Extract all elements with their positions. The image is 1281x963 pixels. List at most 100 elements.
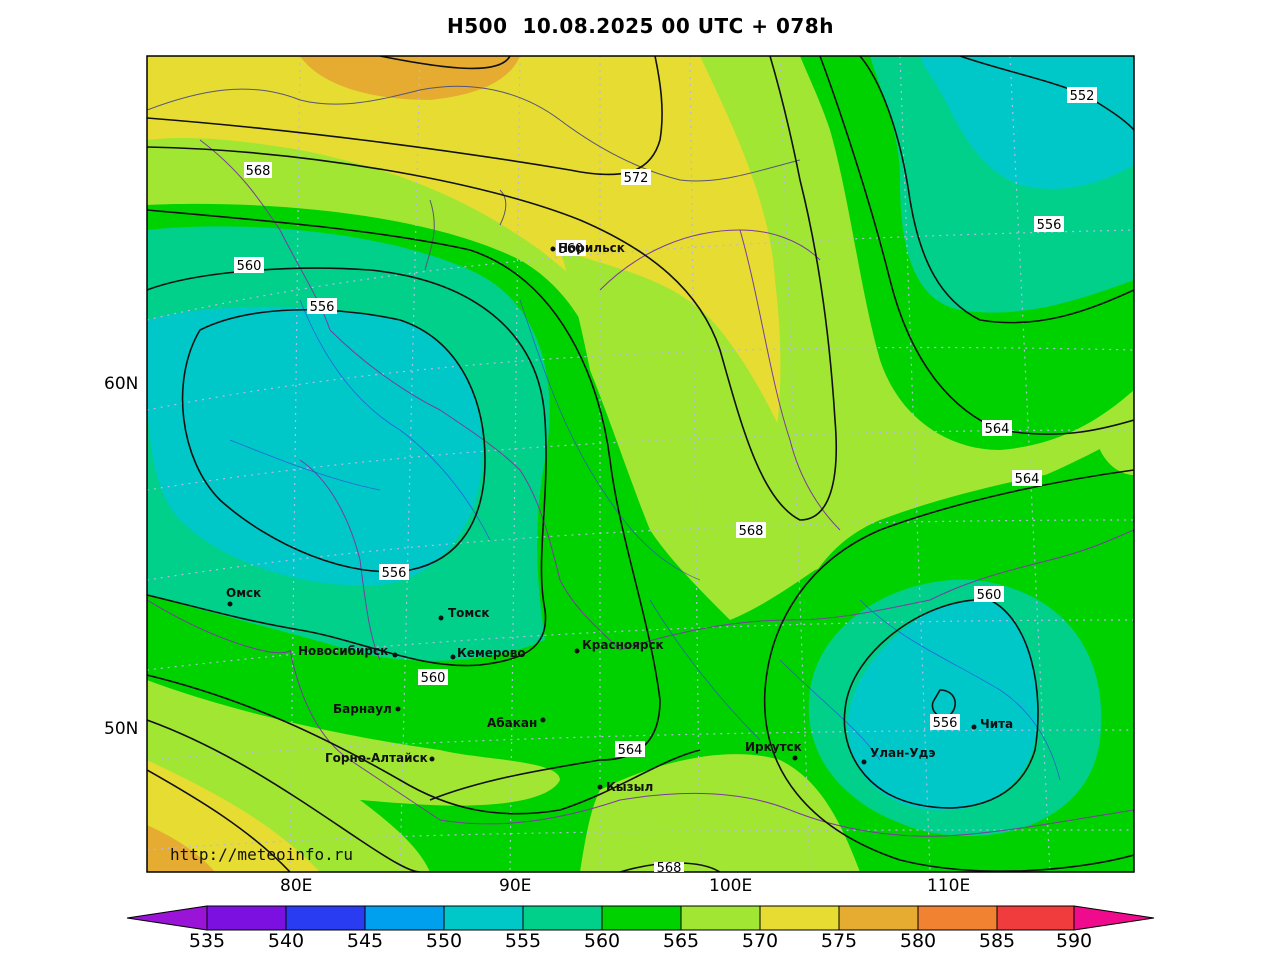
lon-label-100e: 100E: [709, 876, 753, 896]
svg-text:560: 560: [559, 242, 584, 257]
map-title: H500 10.08.2025 00 UTC + 078h: [447, 14, 834, 38]
lat-label-50n: 50N: [104, 719, 139, 739]
city-omsk: Омск: [226, 586, 261, 607]
colorbar-bin: [917, 905, 998, 931]
field-575-north: [147, 56, 781, 462]
svg-text:Барнаул: Барнаул: [333, 702, 392, 716]
svg-text:Новосибирск: Новосибирск: [298, 644, 388, 658]
svg-text:Кемерово: Кемерово: [457, 646, 526, 660]
city-chita: Чита: [971, 717, 1013, 731]
colorbar-label: 535: [188, 930, 226, 952]
contour-568-south: [147, 719, 421, 872]
city-irkutsk: Иркутск: [745, 740, 802, 761]
coastline: [147, 85, 801, 271]
city-barnaul: Барнаул: [333, 702, 401, 716]
contour-label: 556: [307, 298, 337, 315]
city-markers: Норильск Омск Томск Новосибирск Кемерово…: [226, 241, 1013, 794]
svg-text:Чита: Чита: [980, 717, 1013, 731]
contour-label: 560: [974, 586, 1004, 603]
contour-564-west: [147, 267, 547, 667]
colorbar-label: 550: [425, 930, 463, 952]
contour-label: 568: [736, 522, 766, 539]
colorbar-bin: [522, 905, 603, 931]
svg-text:Кызыл: Кызыл: [606, 780, 653, 794]
svg-text:564: 564: [1015, 472, 1040, 487]
colorbar-bin: [996, 905, 1075, 931]
rivers: [229, 299, 1061, 781]
colorbar-bin: [364, 905, 445, 931]
city-norilsk: Норильск: [550, 241, 625, 255]
field-570-east-edge: [1099, 395, 1134, 475]
field-580-southwest: [147, 825, 215, 872]
colorbar-label: 585: [978, 930, 1016, 952]
field-575-southwest: [147, 760, 320, 872]
contour-label: 556: [930, 714, 960, 731]
contour-label: 564: [615, 741, 645, 758]
contour-label: 572: [621, 169, 651, 186]
contour-572: [147, 56, 663, 176]
svg-text:568: 568: [657, 861, 682, 876]
city-tomsk: Томск: [438, 606, 490, 621]
city-novosibirsk: Новосибирск: [298, 644, 398, 658]
contour-label: 556: [379, 564, 409, 581]
colorbar-label: 545: [346, 930, 384, 952]
colorbar-bin: [759, 905, 840, 931]
svg-text:564: 564: [618, 743, 643, 758]
colorbar-low-arrow: [126, 905, 208, 931]
field-555-west: [147, 306, 483, 586]
colorbar-label: 580: [899, 930, 937, 952]
lat-label-60n: 60N: [104, 374, 139, 394]
contour-label: 560: [234, 257, 264, 274]
city-abakan: Абакан: [487, 716, 546, 730]
field-555-southeast: [847, 599, 1038, 811]
svg-text:556: 556: [310, 300, 335, 315]
colorbar-label: 565: [662, 930, 700, 952]
svg-text:560: 560: [237, 259, 262, 274]
colorbar-label: 555: [504, 930, 542, 952]
colorbar-bin: [601, 905, 682, 931]
colorbar-label: 560: [583, 930, 621, 952]
svg-text:552: 552: [1070, 89, 1095, 104]
contour-label: 568: [244, 162, 272, 179]
svg-text:Красноярск: Красноярск: [582, 638, 664, 652]
contour-label: 568: [654, 861, 684, 876]
field-580-top: [300, 56, 520, 100]
colorbar-label: 575: [820, 930, 858, 952]
svg-text:556: 556: [382, 566, 407, 581]
svg-text:560: 560: [421, 671, 446, 686]
city-kemerovo: Кемерово: [450, 646, 526, 660]
svg-text:Улан-Удэ: Улан-Удэ: [870, 746, 935, 760]
svg-text:Абакан: Абакан: [487, 716, 537, 730]
svg-text:Горно-Алтайск: Горно-Алтайск: [325, 751, 428, 765]
contour-label: 560: [556, 240, 586, 257]
map-frame: [146, 55, 1135, 873]
admin-borders: [147, 139, 1134, 837]
contour-560-southeast: [843, 598, 1039, 809]
svg-text:556: 556: [1037, 218, 1062, 233]
contour-556-west: [181, 309, 486, 573]
lon-label-110e: 110E: [927, 876, 971, 896]
lon-label-80e: 80E: [280, 876, 313, 896]
contour-label: 556: [1034, 216, 1064, 233]
colorbar-label: 540: [267, 930, 305, 952]
contour-564-south: [147, 674, 701, 815]
colorbar-bin: [206, 905, 287, 931]
graticule: [147, 56, 1134, 872]
contour-labels: 568 572 552 556 560 556 564 564 568 560 …: [234, 87, 1097, 876]
svg-text:564: 564: [985, 422, 1010, 437]
source-url: http://meteoinfo.ru: [170, 845, 354, 864]
colorbar-bin: [680, 905, 761, 931]
city-krasnoyarsk: Красноярск: [574, 638, 664, 654]
contour-568-north: [147, 56, 838, 521]
svg-text:560: 560: [977, 588, 1002, 603]
colorbar: [126, 905, 1155, 931]
contour-572-south: [147, 769, 291, 872]
svg-text:Томск: Томск: [448, 606, 490, 620]
svg-text:556: 556: [933, 716, 958, 731]
contour-label: 552: [1067, 87, 1097, 104]
svg-text:572: 572: [624, 171, 649, 186]
svg-text:Иркутск: Иркутск: [745, 740, 802, 754]
contours: [147, 56, 1134, 872]
contour-564-southeast: [763, 469, 1134, 872]
